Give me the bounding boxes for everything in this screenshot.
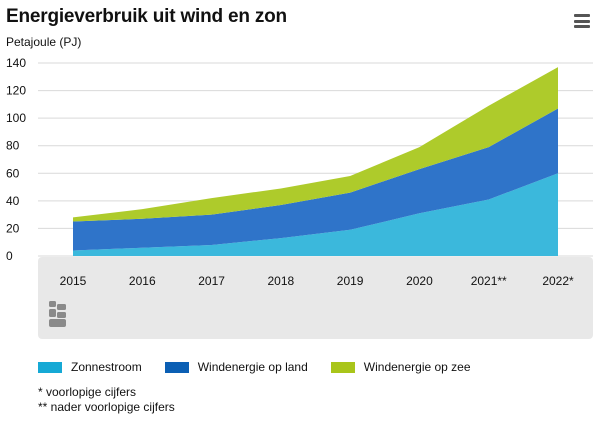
y-tick-label: 120	[6, 84, 26, 98]
legend-item-windenergie-op-zee[interactable]: Windenergie op zee	[330, 360, 471, 374]
footnote-preliminary: * voorlopige cijfers	[38, 385, 137, 399]
y-tick-label: 60	[6, 166, 20, 180]
x-tick-label: 2021**	[471, 274, 507, 288]
x-tick-label: 2019	[337, 274, 364, 288]
legend-swatch-windenergie-op-zee	[330, 361, 355, 373]
y-tick-label: 140	[6, 56, 26, 70]
y-axis-ticks: 0 20 40 60 80 100 120 140	[6, 56, 26, 263]
x-tick-label: 2015	[60, 274, 87, 288]
area-series-windenergie-op-land[interactable]	[73, 108, 558, 251]
x-tick-label: 2020	[406, 274, 433, 288]
area-series-windenergie-op-zee[interactable]	[73, 67, 558, 222]
x-tick-label: 2022*	[542, 274, 574, 288]
area-layer	[73, 67, 558, 256]
x-tick-label: 2016	[129, 274, 156, 288]
footnote-more-preliminary: ** nader voorlopige cijfers	[38, 400, 175, 414]
x-tick-label: 2018	[268, 274, 295, 288]
y-tick-label: 0	[6, 249, 13, 263]
footnotes: * voorlopige cijfers ** nader voorlopige…	[38, 385, 175, 415]
legend-item-windenergie-op-land[interactable]: Windenergie op land	[164, 360, 308, 374]
legend-label: Windenergie op land	[197, 360, 308, 374]
legend-item-zonnestroom[interactable]: Zonnestroom	[38, 360, 142, 374]
x-axis-band	[38, 257, 593, 339]
y-tick-label: 80	[6, 139, 20, 153]
legend-label: Windenergie op zee	[363, 360, 471, 374]
legend-swatch-zonnestroom	[38, 361, 62, 373]
y-axis-unit-label: Petajoule (PJ)	[6, 35, 82, 49]
area-series-zonnestroom[interactable]	[73, 173, 558, 256]
cbs-logo-icon	[49, 301, 66, 327]
legend-swatch-windenergie-op-land	[164, 361, 189, 373]
chart-legend: Zonnestroom Windenergie op land Windener…	[38, 360, 494, 374]
x-tick-label: 2017	[198, 274, 225, 288]
y-tick-label: 40	[6, 194, 20, 208]
x-axis-ticks: 2015 2016 2017 2018 2019 2020 2021** 2022*	[60, 274, 574, 288]
y-tick-label: 100	[6, 111, 26, 125]
legend-label: Zonnestroom	[71, 360, 142, 374]
y-tick-label: 20	[6, 221, 20, 235]
hamburger-menu-icon[interactable]	[574, 14, 590, 28]
chart-title: Energieverbruik uit wind en zon	[6, 6, 287, 27]
